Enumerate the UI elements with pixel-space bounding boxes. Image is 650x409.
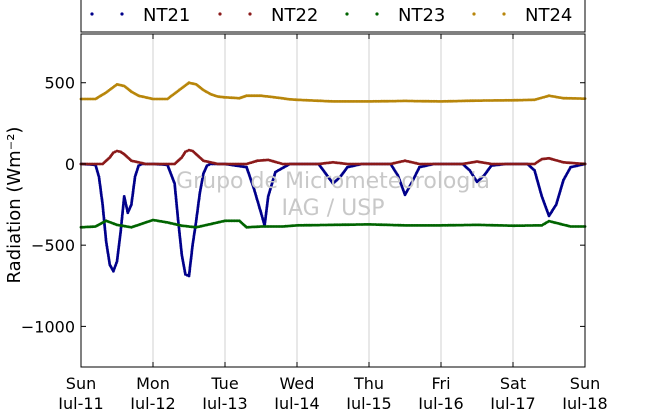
- legend-marker: [375, 12, 379, 16]
- y-tick-label: 500: [44, 74, 75, 93]
- legend-entry-nt21: NT21: [90, 5, 190, 26]
- x-tick-label-date: Jul-18: [561, 394, 607, 409]
- y-tick-label: −1000: [21, 317, 75, 336]
- x-tick-label-day: Sat: [500, 374, 526, 393]
- legend-marker: [472, 12, 476, 16]
- legend-label: NT22: [271, 5, 318, 26]
- watermark-line-2: IAG / USP: [282, 196, 385, 221]
- x-tick-label-date: Jul-12: [129, 394, 175, 409]
- x-tick-label-day: Sun: [66, 374, 96, 393]
- x-tick-label-day: Thu: [353, 374, 384, 393]
- x-tick-label-day: Tue: [210, 374, 238, 393]
- legend-box: [80, 0, 586, 33]
- series-nt22: [79, 148, 587, 166]
- x-tick-label-date: Jul-11: [57, 394, 103, 409]
- legend-marker: [218, 12, 222, 16]
- watermark: Grupo de Micrometeorologia IAG / USP: [176, 169, 490, 221]
- x-tick-label-date: Jul-13: [201, 394, 247, 409]
- x-tick-label-date: Jul-15: [345, 394, 391, 409]
- legend-marker: [345, 12, 349, 16]
- legend-label: NT21: [143, 5, 190, 26]
- plot-frame: [80, 33, 586, 368]
- y-tick-label: 0: [65, 155, 75, 174]
- legend-entry-nt23: NT23: [345, 5, 445, 26]
- series-layer: [79, 81, 587, 278]
- x-tick-label-date: Jul-16: [417, 394, 463, 409]
- legend: NT21 NT22 NT23 NT24: [80, 0, 586, 33]
- legend-label: NT24: [525, 5, 572, 26]
- y-tick-label: −500: [31, 236, 75, 255]
- legend-marker: [248, 12, 252, 16]
- x-tick-label-date: Jul-17: [489, 394, 535, 409]
- y-axis-label: Radiation (Wm⁻²): [4, 127, 25, 284]
- x-tick-label-day: Mon: [136, 374, 170, 393]
- legend-label: NT23: [398, 5, 445, 26]
- legend-marker: [90, 12, 94, 16]
- x-tick-label-date: Jul-14: [273, 394, 319, 409]
- series-nt24: [79, 81, 587, 103]
- x-tick-label-day: Wed: [280, 374, 315, 393]
- legend-entry-nt24: NT24: [472, 5, 572, 26]
- watermark-line-1: Grupo de Micrometeorologia: [176, 169, 490, 194]
- axis-ticks: SunJul-11MonJul-12TueJul-13WedJul-14ThuJ…: [21, 34, 608, 409]
- legend-marker: [502, 12, 506, 16]
- gridlines: [152, 34, 514, 367]
- x-tick-label-day: Sun: [570, 374, 600, 393]
- legend-entry-nt22: NT22: [218, 5, 318, 26]
- x-tick-label-day: Fri: [431, 374, 450, 393]
- legend-items: NT21 NT22 NT23 NT24: [90, 5, 572, 26]
- series-nt23: [79, 218, 587, 229]
- legend-marker: [120, 12, 124, 16]
